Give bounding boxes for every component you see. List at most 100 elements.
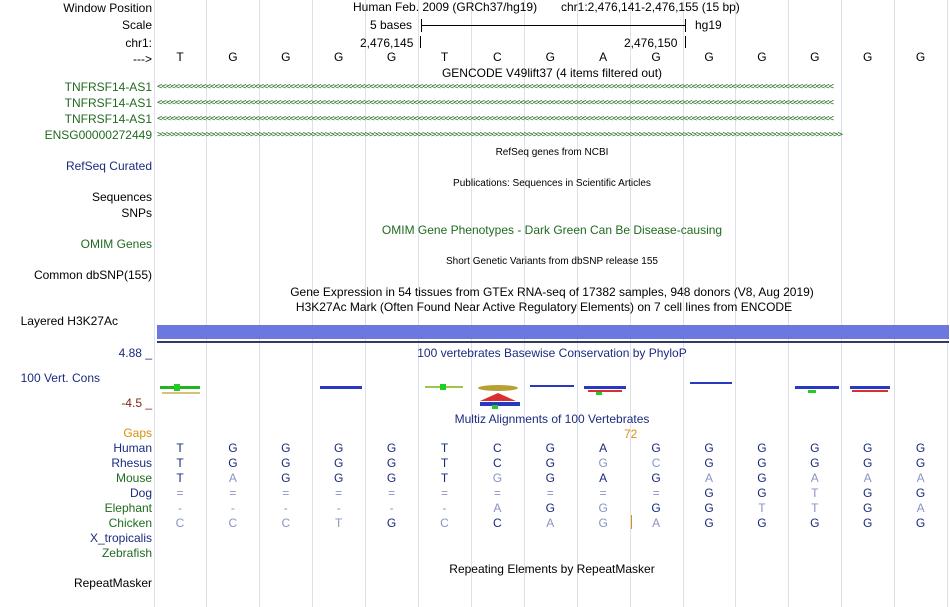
grid-line — [418, 0, 420, 607]
label-gene-tnfrsf14-as1-1[interactable]: TNFRSF14-AS1 — [64, 80, 152, 94]
cons-mark-9 — [850, 386, 890, 389]
label-species-dog[interactable]: Dog — [129, 486, 152, 500]
alignment-base-chicken: C — [440, 516, 449, 530]
cons-mark-1 — [160, 386, 200, 389]
cons-mark-4 — [478, 385, 518, 391]
alignment-base-human: G — [651, 441, 661, 455]
alignment-base-mouse: A — [863, 471, 872, 485]
label-refseq-curated[interactable]: RefSeq Curated — [65, 159, 152, 173]
alignment-base-dog: G — [757, 486, 767, 500]
gap-count: 72 — [624, 427, 638, 441]
label-species-elephant[interactable]: Elephant — [104, 501, 152, 515]
label-common-dbsnp[interactable]: Common dbSNP(155) — [33, 268, 152, 282]
label-sequences[interactable]: Sequences — [91, 190, 152, 204]
scale-bar-right-tick — [685, 19, 686, 32]
reference-base: G — [545, 50, 555, 64]
alignment-base-human: T — [440, 441, 449, 455]
label-species-human[interactable]: Human — [113, 441, 152, 455]
cons-mark-5 — [530, 385, 574, 387]
alignment-base-mouse: G — [492, 471, 503, 485]
alignment-base-rhesus: G — [810, 456, 820, 470]
alignment-base-dog: = — [229, 486, 237, 500]
reference-base: G — [757, 50, 767, 64]
grid-line — [735, 0, 737, 607]
cons-mark-8b — [808, 390, 816, 393]
alignment-base-chicken: G — [863, 516, 873, 530]
label-species-chicken[interactable]: Chicken — [108, 516, 152, 530]
alignment-base-human: G — [757, 441, 767, 455]
label-gene-tnfrsf14-as1-2[interactable]: TNFRSF14-AS1 — [64, 96, 152, 110]
reference-base: G — [651, 50, 661, 64]
h3k27ac-signal-bar[interactable] — [157, 325, 949, 339]
alignment-base-dog: = — [335, 486, 343, 500]
dbsnp-title: Short Genetic Variants from dbSNP releas… — [446, 256, 658, 267]
alignment-base-chicken: C — [175, 516, 185, 530]
label-species-zebrafish[interactable]: Zebrafish — [101, 546, 152, 560]
label-layered-h3k27ac[interactable]: Layered H3K27Ac — [20, 314, 118, 328]
alignment-base-chicken: G — [810, 516, 820, 530]
label-strand-arrow[interactable]: ---> — [133, 52, 152, 66]
alignment-base-mouse: G — [386, 471, 397, 485]
alignment-base-elephant: - — [230, 501, 235, 515]
alignment-base-dog: = — [493, 486, 501, 500]
cons-mark-2 — [320, 386, 362, 389]
gene-feature-tnfrsf14-as1-2[interactable]: <<<<<<<<<<<<<<<<<<<<<<<<<<<<<<<<<<<<<<<<… — [157, 98, 834, 108]
alignment-base-chicken: G — [915, 516, 926, 530]
cons-mark-6b — [588, 390, 622, 392]
label-repeatmasker[interactable]: RepeatMasker — [73, 576, 152, 590]
grid-line — [312, 0, 314, 607]
alignment-base-dog: G — [915, 486, 926, 500]
label-species-mouse[interactable]: Mouse — [115, 471, 152, 485]
alignment-base-rhesus: C — [493, 456, 502, 470]
alignment-base-dog: = — [440, 486, 449, 500]
alignment-base-rhesus: G — [863, 456, 873, 470]
grid-line — [841, 0, 843, 607]
label-gaps[interactable]: Gaps — [123, 426, 152, 440]
gtex-title: Gene Expression in 54 tissues from GTEx … — [290, 285, 814, 299]
label-gene-tnfrsf14-as1-3[interactable]: TNFRSF14-AS1 — [64, 112, 152, 126]
alignment-base-rhesus: G — [704, 456, 714, 470]
alignment-base-dog: = — [652, 486, 660, 500]
label-100-vert-cons[interactable]: 100 Vert. Cons — [20, 371, 100, 385]
alignment-base-chicken: G — [386, 516, 397, 530]
alignment-base-chicken: C — [493, 516, 502, 530]
alignment-base-elephant: G — [545, 501, 555, 515]
label-gene-ensg00000272449[interactable]: ENSG00000272449 — [44, 128, 152, 142]
reference-base: G — [915, 50, 926, 64]
alignment-base-mouse: G — [334, 471, 344, 485]
label-chrom[interactable]: chr1: — [125, 36, 152, 50]
scale-bar-left-tick — [421, 19, 422, 32]
refseq-title: RefSeq genes from NCBI — [495, 147, 609, 158]
coord-2476145: 2,476,145 — [360, 36, 414, 50]
grid-line — [365, 0, 367, 607]
alignment-base-mouse: G — [757, 471, 767, 485]
label-species-x-tropicalis[interactable]: X_tropicalis — [89, 531, 152, 545]
alignment-base-elephant: T — [811, 501, 819, 515]
cons-mark-7 — [690, 382, 732, 384]
alignment-base-human: G — [545, 441, 555, 455]
grid-line — [470, 0, 472, 607]
label-species-rhesus[interactable]: Rhesus — [111, 456, 152, 470]
label-omim-genes[interactable]: OMIM Genes — [80, 237, 152, 251]
alignment-base-mouse: A — [704, 471, 714, 485]
alignment-base-dog: = — [546, 486, 554, 500]
alignment-base-chicken: G — [757, 516, 767, 530]
db-name: hg19 — [695, 18, 722, 32]
alignment-base-elephant: G — [651, 501, 661, 515]
label-snps[interactable]: SNPs — [121, 206, 152, 220]
grid-line — [523, 0, 525, 607]
alignment-base-dog: = — [388, 486, 396, 500]
scale-bar — [421, 25, 685, 26]
cons-mark-3b — [440, 384, 446, 390]
alignment-base-elephant: G — [598, 501, 608, 515]
base-position-grid — [153, 0, 950, 607]
gene-feature-ensg00000272449[interactable]: >>>>>>>>>>>>>>>>>>>>>>>>>>>>>>>>>>>>>>>>… — [157, 130, 843, 140]
label-scale[interactable]: Scale — [121, 18, 152, 32]
gene-feature-tnfrsf14-as1-3[interactable]: <<<<<<<<<<<<<<<<<<<<<<<<<<<<<<<<<<<<<<<<… — [157, 114, 834, 124]
grid-line — [153, 0, 155, 607]
alignment-base-rhesus: G — [757, 456, 767, 470]
alignment-base-dog: = — [176, 486, 184, 500]
grid-line — [629, 0, 631, 607]
gene-feature-tnfrsf14-as1-1[interactable]: <<<<<<<<<<<<<<<<<<<<<<<<<<<<<<<<<<<<<<<<… — [157, 82, 834, 92]
alignment-base-elephant: T — [758, 501, 766, 515]
